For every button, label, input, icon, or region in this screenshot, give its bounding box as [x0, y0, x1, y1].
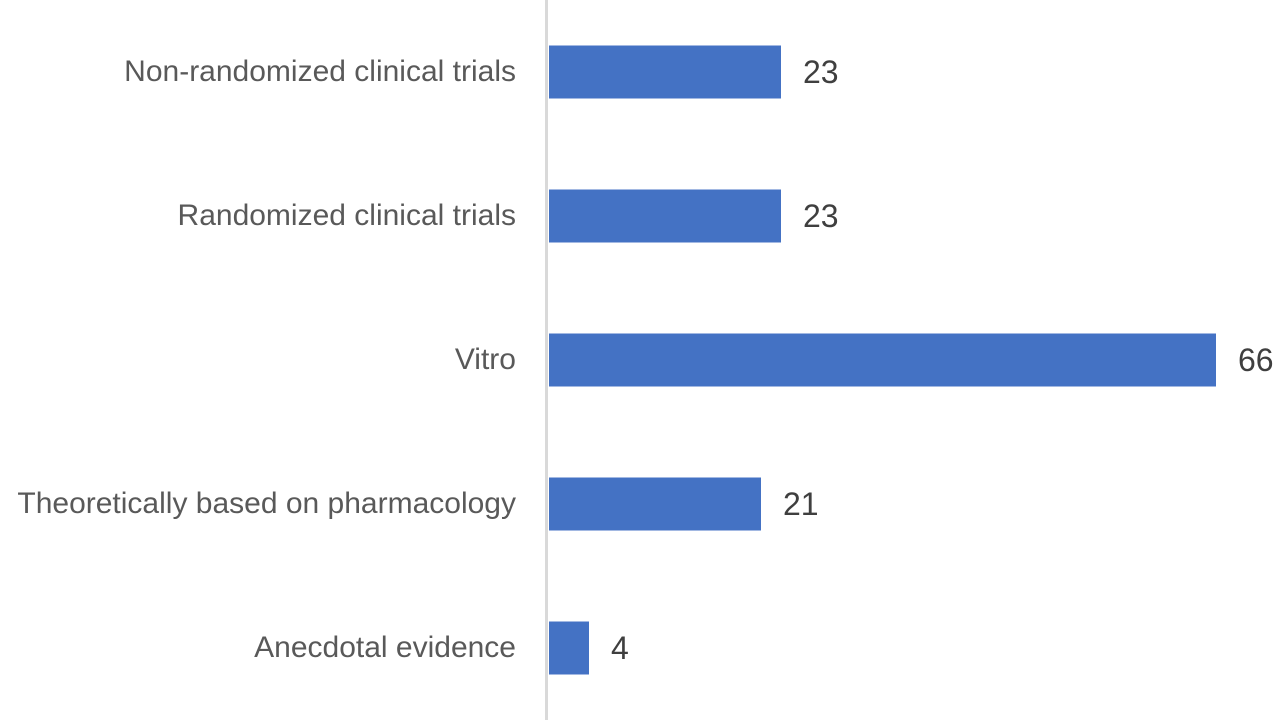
bar	[549, 621, 589, 675]
bar	[549, 477, 761, 531]
value-label: 21	[783, 486, 819, 522]
bar-row: Anecdotal evidence 4	[0, 576, 1280, 720]
bar-row: Randomized clinical trials 23	[0, 144, 1280, 288]
category-label: Anecdotal evidence	[254, 631, 516, 664]
y-axis-line	[545, 0, 548, 720]
category-label: Vitro	[454, 343, 516, 376]
bar	[549, 333, 1216, 387]
value-label: 66	[1238, 342, 1274, 378]
category-label: Non-randomized clinical trials	[124, 55, 516, 88]
bar-row: Theoretically based on pharmacology 21	[0, 432, 1280, 576]
category-label: Randomized clinical trials	[177, 199, 516, 232]
bar-row: Non-randomized clinical trials 23	[0, 0, 1280, 144]
value-label: 23	[803, 54, 839, 90]
value-label: 23	[803, 198, 839, 234]
bar	[549, 189, 781, 243]
bar	[549, 45, 781, 99]
bar-row: Vitro 66	[0, 288, 1280, 432]
category-label: Theoretically based on pharmacology	[17, 487, 516, 520]
value-label: 4	[611, 630, 629, 666]
